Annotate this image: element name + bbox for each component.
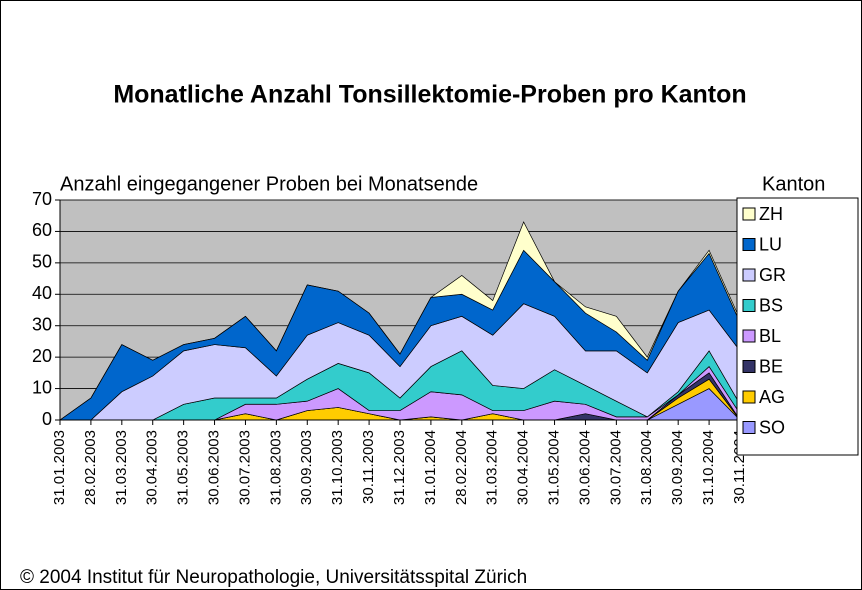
chart-title: Monatliche Anzahl Tonsillektomie-Proben …: [113, 81, 746, 109]
legend-label: BE: [759, 356, 783, 376]
x-tick-label: 31.08.2003: [267, 430, 284, 505]
x-tick-label: 30.07.2003: [236, 430, 253, 505]
y-tick-label: 40: [32, 283, 52, 303]
legend-swatch: [742, 299, 756, 312]
y-tick-label: 20: [32, 346, 52, 366]
legend-label: LU: [759, 234, 782, 254]
x-tick-label: 31.03.2004: [484, 430, 501, 505]
legend-label: ZH: [759, 204, 783, 224]
x-tick-label: 30.06.2003: [206, 430, 223, 505]
x-tick-label: 31.05.2003: [175, 430, 192, 505]
x-tick-label: 30.09.2004: [669, 430, 686, 505]
y-tick-label: 60: [32, 220, 52, 240]
legend-label: GR: [759, 265, 786, 285]
x-tick-label: 30.04.2004: [515, 430, 532, 505]
footer: © 2004 Institut für Neuropathologie, Uni…: [20, 567, 527, 588]
x-tick-label: 31.01.2004: [422, 430, 439, 505]
x-tick-label: 31.10.2003: [329, 430, 346, 505]
subtitle: Anzahl eingegangener Proben bei Monatsen…: [60, 173, 478, 195]
legend-label: AG: [759, 387, 785, 407]
x-tick-label: 31.10.2004: [700, 430, 717, 505]
x-tick-label: 31.01.2003: [51, 430, 68, 505]
y-tick-label: 30: [32, 314, 52, 334]
legend-label: BL: [759, 326, 781, 346]
legend-swatch: [742, 207, 756, 221]
legend-label: SO: [759, 417, 785, 437]
x-tick-label: 30.06.2004: [576, 430, 593, 505]
x-tick-label: 31.03.2003: [113, 430, 130, 505]
y-tick-label: 70: [32, 189, 52, 209]
y-tick-label: 50: [32, 252, 52, 272]
x-tick-label: 28.02.2003: [82, 430, 99, 505]
legend-swatch: [742, 390, 756, 404]
legend-swatch: [742, 268, 756, 282]
x-tick-label: 30.11.2003: [360, 430, 377, 504]
legend-title: Kanton: [762, 173, 825, 195]
legend-swatch: [742, 238, 756, 251]
x-tick-label: 28.02.2004: [453, 430, 470, 505]
x-tick-label: 30.04.2003: [144, 430, 161, 505]
legend-swatch: [742, 421, 756, 434]
x-tick-label: 31.05.2004: [546, 430, 563, 505]
legend-swatch: [742, 360, 756, 373]
x-tick-label: 30.09.2003: [298, 430, 315, 505]
legend: [736, 197, 859, 456]
x-tick-label: 31.12.2003: [391, 430, 408, 505]
x-tick-label: 31.08.2004: [638, 430, 655, 505]
legend-label: BS: [759, 295, 783, 315]
y-tick-label: 10: [32, 377, 52, 397]
legend-swatch: [742, 329, 756, 343]
x-tick-label: 30.07.2004: [607, 430, 624, 505]
y-tick-label: 0: [42, 409, 52, 429]
